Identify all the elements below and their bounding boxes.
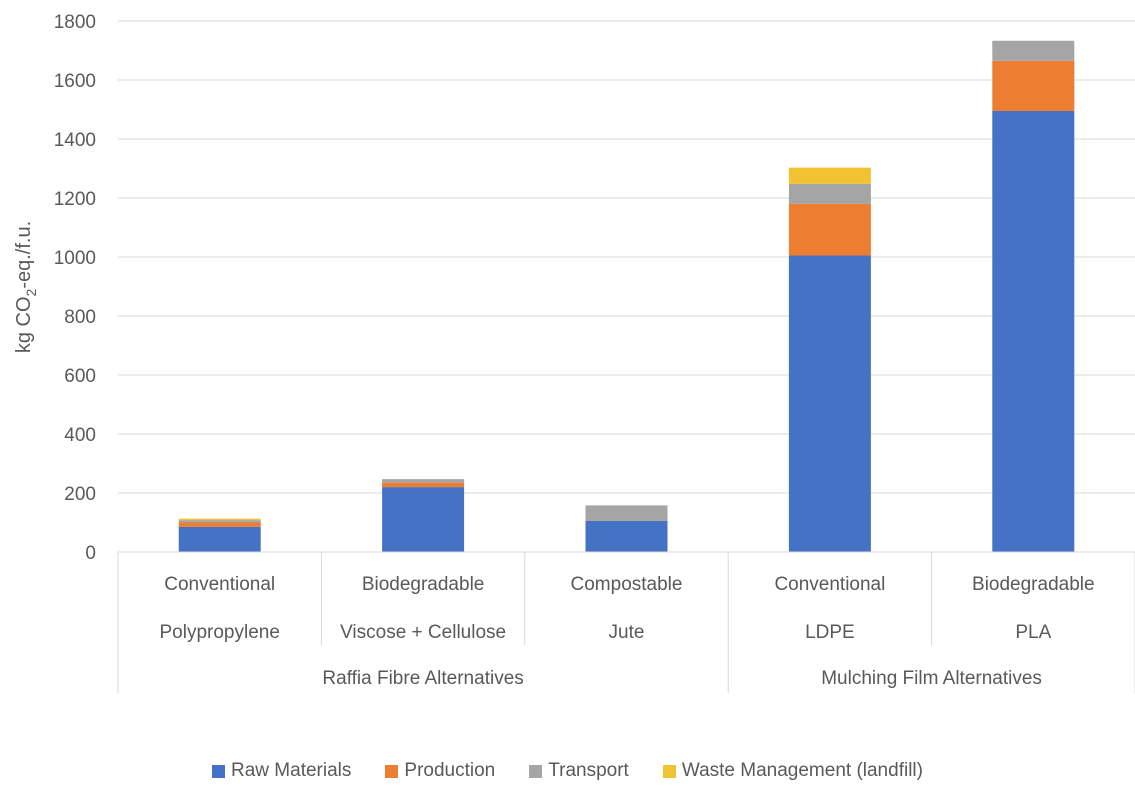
y-tick-label: 600 bbox=[64, 366, 96, 387]
legend-swatch bbox=[385, 764, 399, 778]
bar-segment bbox=[585, 521, 668, 552]
bar-segment bbox=[788, 203, 871, 256]
group-label: Mulching Film Alternatives bbox=[821, 668, 1042, 689]
legend: Raw Materials Production Transport Waste Ma… bbox=[0, 760, 1135, 782]
category-label-line2: LDPE bbox=[805, 622, 855, 643]
legend-label: Production bbox=[404, 760, 496, 781]
legend-item: Raw Materials bbox=[212, 760, 351, 782]
category-label-line1: Compostable bbox=[571, 574, 683, 595]
bar-segment bbox=[788, 183, 871, 204]
legend-swatch bbox=[662, 764, 676, 778]
category-label-line2: Polypropylene bbox=[159, 622, 279, 643]
bar-segment bbox=[992, 110, 1075, 552]
bar-segment bbox=[178, 520, 261, 523]
group-label: Raffia Fibre Alternatives bbox=[322, 668, 523, 689]
bar-segment bbox=[992, 40, 1075, 61]
bar-segment bbox=[788, 255, 871, 552]
legend-item: Transport bbox=[529, 760, 629, 782]
y-tick-label: 400 bbox=[64, 425, 96, 446]
y-tick-label: 200 bbox=[64, 484, 96, 505]
bar-segment bbox=[992, 60, 1075, 111]
legend-label: Raw Materials bbox=[231, 760, 352, 781]
bar-segment bbox=[382, 479, 465, 483]
bar-segment bbox=[178, 522, 261, 527]
bar-segment bbox=[382, 482, 465, 488]
y-tick-label: 1200 bbox=[54, 189, 96, 210]
y-tick-label: 1600 bbox=[54, 71, 96, 92]
bar-segment bbox=[178, 526, 261, 552]
y-tick-label: 0 bbox=[85, 543, 96, 564]
legend-item: Production bbox=[385, 760, 495, 782]
legend-swatch bbox=[529, 764, 543, 778]
category-label-line1: Biodegradable bbox=[362, 574, 485, 595]
bar-segment bbox=[585, 505, 668, 522]
bar-segment bbox=[178, 518, 261, 521]
legend-label: Waste Management (landfill) bbox=[681, 760, 923, 781]
y-tick-label: 1800 bbox=[54, 12, 96, 33]
y-tick-label: 1000 bbox=[54, 248, 96, 269]
legend-label: Transport bbox=[548, 760, 629, 781]
category-label-line1: Conventional bbox=[164, 574, 275, 595]
bar-segment bbox=[382, 487, 465, 552]
y-tick-label: 800 bbox=[64, 307, 96, 328]
legend-item: Waste Management (landfill) bbox=[662, 760, 923, 782]
legend-swatch bbox=[212, 764, 226, 778]
bar-segment bbox=[788, 167, 871, 184]
category-label-line1: Biodegradable bbox=[972, 574, 1095, 595]
category-label-line2: Jute bbox=[609, 622, 645, 643]
y-tick-label: 1400 bbox=[54, 130, 96, 151]
category-label-line1: Conventional bbox=[774, 574, 885, 595]
category-label-line2: PLA bbox=[1015, 622, 1051, 643]
category-label-line2: Viscose + Cellulose bbox=[340, 622, 506, 643]
y-axis-label: kg CO2-eq./f.u. bbox=[13, 221, 39, 353]
